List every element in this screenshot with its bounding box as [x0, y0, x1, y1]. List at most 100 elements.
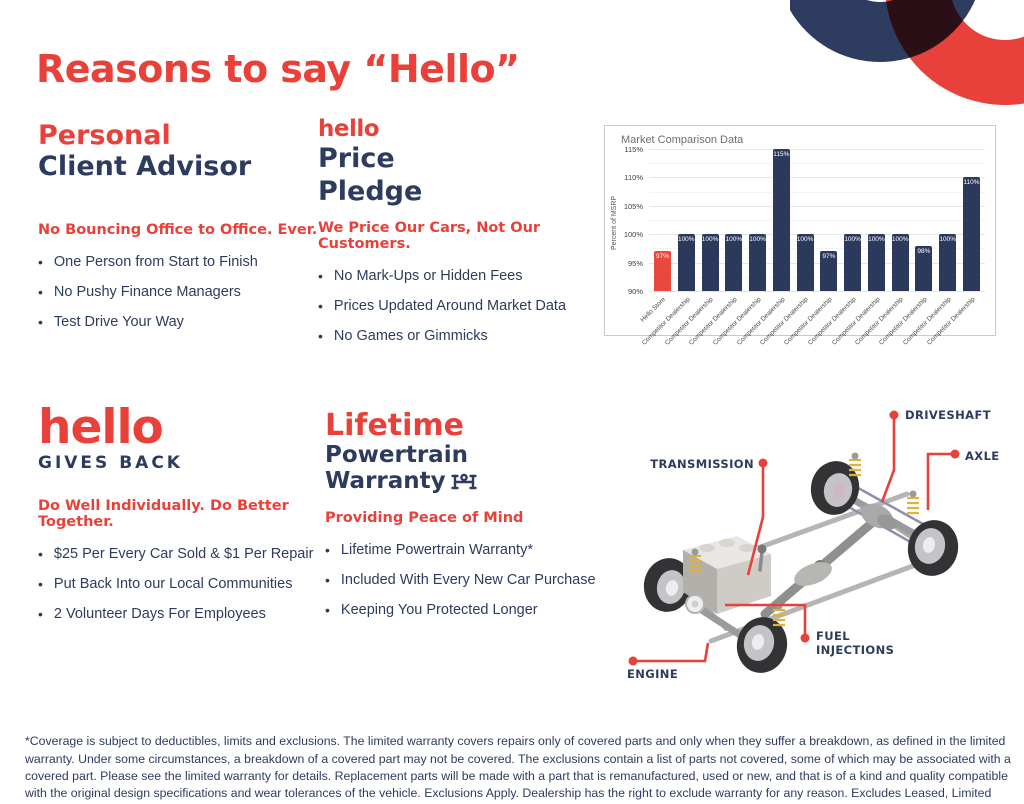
bullet-text: No Mark-Ups or Hidden Fees: [333, 268, 523, 284]
chart-bar-value-label: 100%: [725, 236, 743, 244]
label-engine: ENGINE: [627, 667, 679, 681]
bullet-dot: •: [318, 268, 323, 284]
hello-logo: hello: [318, 116, 380, 142]
price-title-line2: Pledge: [318, 176, 423, 207]
wheel-rear-right: [907, 520, 959, 576]
price-bullet-list: • No Mark-Ups or Hidden Fees • Prices Updat…: [318, 268, 598, 345]
bullet-text: $25 Per Every Car Sold & $1 Per Repair: [53, 546, 314, 562]
bullet-item: • No Mark-Ups or Hidden Fees: [318, 268, 598, 285]
bullet-item: • Prices Updated Around Market Data: [318, 298, 598, 315]
bullet-dot: •: [38, 546, 43, 562]
chart-bar-value-label: 100%: [844, 236, 861, 244]
chart-bar: 100%: [749, 234, 767, 291]
warranty-disclaimer: *Coverage is subject to deductibles, lim…: [25, 734, 1011, 804]
advisor-subhead: No Bouncing Office to Office. Ever.: [38, 222, 318, 238]
chart-bar: 100%: [844, 234, 862, 291]
chart-bar-value-label: 97%: [655, 253, 669, 261]
bullet-text: Included With Every New Car Purchase: [340, 572, 596, 588]
chart-gridline: [649, 163, 985, 165]
page-title: Reasons to say “Hello”: [36, 47, 520, 92]
wheel-front-left: [643, 558, 693, 612]
chart-bar: 110%: [962, 177, 980, 291]
chart-gridline: [649, 262, 985, 264]
chart-bar-value-label: 100%: [677, 236, 695, 244]
chart-bar: 98%: [915, 245, 933, 291]
bullet-dot: •: [325, 542, 330, 558]
bullet-dot: •: [38, 254, 43, 270]
chart-y-tick-label: 105%: [623, 201, 643, 211]
chart-bar: 100%: [701, 234, 719, 291]
chart-bar-value-label: 100%: [796, 236, 814, 244]
chart-bars: 97% 100% 100% 100% 100% 115% 100% 97% 100% 100% 10…: [649, 149, 985, 291]
label-axle: AXLE: [965, 449, 1000, 463]
bullet-item: • Test Drive Your Way: [38, 314, 318, 331]
chart-bar: 115%: [772, 149, 790, 291]
chart-bar-value-label: 98%: [917, 247, 931, 255]
bullet-dot: •: [38, 314, 43, 330]
bullet-text: No Games or Gimmicks: [333, 328, 488, 344]
label-fuel-injections: FUEL INJECTIONS: [816, 629, 895, 657]
chart-bar-value-label: 100%: [939, 236, 956, 244]
chart-bar-value-label: 100%: [868, 236, 885, 244]
suspension-springs: [689, 458, 919, 627]
bullet-text: One Person from Start to Finish: [53, 254, 258, 270]
callout-dots: [628, 410, 960, 666]
wheel-front-right: [736, 617, 788, 673]
price-subhead: We Price Our Cars, Not Our Customers.: [318, 220, 541, 252]
bullet-item: • Keeping You Protected Longer: [325, 602, 605, 619]
chart-bar: 97%: [820, 251, 838, 291]
chassis-illustration: [628, 410, 960, 673]
chart-y-tick-label: 115%: [624, 145, 643, 154]
chart-bar: 100%: [867, 234, 885, 291]
bullet-dot: •: [38, 284, 43, 300]
bullet-item: • $25 Per Every Car Sold & $1 Per Repair: [38, 546, 318, 563]
chart-bar-value-label: 100%: [891, 236, 909, 244]
chart-gridline: [649, 234, 985, 236]
chart-bar: 97%: [654, 251, 671, 291]
chart-gridline: [649, 191, 985, 193]
chart-bar: 100%: [725, 234, 743, 291]
chart-x-label: Competitor Dealership: [925, 296, 977, 347]
chart-gridline: [649, 177, 985, 179]
bullet-dot: •: [38, 576, 43, 592]
section-price-pledge: hello Price Pledge We Price Our Cars, No…: [318, 116, 598, 358]
warranty-bullet-list: • Lifetime Powertrain Warranty* • Included …: [325, 542, 605, 619]
powertrain-icon: [450, 470, 477, 496]
bullet-text: Put Back Into our Local Communities: [53, 576, 293, 592]
chart-y-tick-label: 90%: [627, 287, 643, 296]
chart-bar: 100%: [939, 234, 957, 291]
advisor-title-line2: Client Advisor: [38, 151, 252, 182]
bullet-item: • Included With Every New Car Purchase: [325, 572, 605, 589]
corner-decoration-rings: [790, 0, 1024, 106]
chart-title: Market Comparison Data: [621, 134, 744, 146]
warranty-title-line3: Warranty: [325, 468, 605, 496]
chart-bar: 100%: [796, 234, 814, 291]
bullet-item: • Put Back Into our Local Communities: [38, 576, 318, 593]
market-comparison-chart: Market Comparison Data Percent of MSRP 9…: [604, 125, 996, 347]
price-title-line1: Price: [318, 143, 395, 174]
chart-bar: 100%: [677, 234, 695, 291]
label-driveshaft: DRIVESHAFT: [905, 408, 991, 422]
section-gives-back: hello GIVES BACK Do Well Individually. D…: [38, 404, 318, 636]
bullet-text: Prices Updated Around Market Data: [333, 298, 567, 314]
chart-y-tick-label: 100%: [623, 230, 643, 240]
advisor-bullet-list: • One Person from Start to Finish • No Push…: [38, 254, 318, 331]
bullet-item: • No Games or Gimmicks: [318, 328, 598, 345]
bullet-item: • Lifetime Powertrain Warranty*: [325, 542, 605, 559]
warranty-title-line2: Powertrain: [325, 442, 468, 468]
chart-gridline: [649, 276, 985, 278]
bullet-text: Test Drive Your Way: [53, 314, 184, 330]
bullet-text: No Pushy Finance Managers: [53, 284, 241, 300]
gives-back-bullet-list: • $25 Per Every Car Sold & $1 Per Repair •…: [38, 546, 318, 623]
chart-bar-value-label: 97%: [822, 253, 836, 261]
chart-gridline: [649, 149, 985, 150]
chart-gridline: [649, 291, 985, 292]
bullet-dot: •: [325, 602, 330, 618]
chart-gridline: [649, 205, 985, 207]
warranty-title-line1: Lifetime: [325, 408, 465, 443]
wheel-rear-left: [810, 461, 860, 515]
chart-bar: 100%: [891, 234, 909, 291]
hello-logo-large: hello: [38, 400, 164, 455]
label-transmission: TRANSMISSION: [650, 457, 754, 471]
